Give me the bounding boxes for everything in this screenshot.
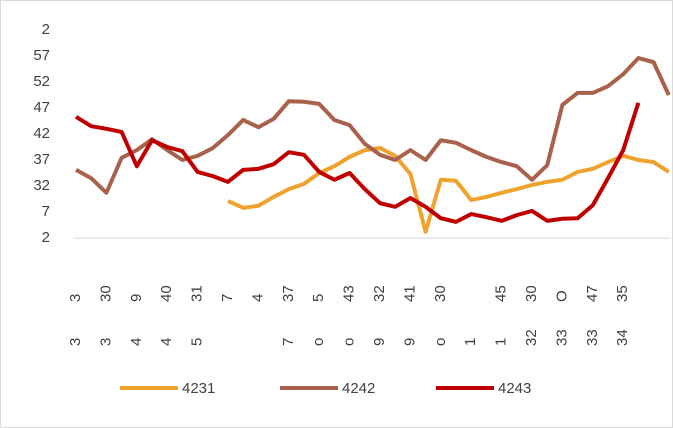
y-tick-label: 37 [33,151,50,168]
x-tick-label: 3 [67,294,84,302]
x-tick-label: 35 [614,285,631,302]
x-tick-label: 3 [67,338,84,346]
x-tick-label: 5 [189,338,206,346]
x-tick-label: 9 [371,338,388,346]
y-tick-label: 2 [42,229,50,246]
x-tick-label: 33 [553,329,570,346]
x-tick-label: o [310,338,327,346]
x-tick-label: 34 [614,329,631,346]
x-tick-label: 30 [97,285,114,302]
x-tick-label: 30 [432,285,449,302]
y-tick-label: 32 [33,177,50,194]
legend-label: 4243 [498,380,531,397]
x-tick-label: o [432,338,449,346]
y-tick-label: 42 [33,125,50,142]
x-tick-label: 9 [401,338,418,346]
x-tick-label: 41 [401,285,418,302]
x-tick-label: 4 [158,338,175,346]
x-tick-label: 37 [280,285,297,302]
x-tick-label: 33 [584,329,601,346]
x-tick-label: 3 [97,338,114,346]
legend-label: 4231 [182,380,215,397]
x-tick-label: 47 [584,285,601,302]
x-tick-label: 9 [128,294,145,302]
x-tick-label: 7 [280,338,297,346]
series-line [75,56,671,195]
x-tick-label: 45 [493,285,510,302]
x-tick-label: 7 [219,294,236,302]
y-tick-label: 57 [33,47,50,64]
y-tick-label: 2 [42,21,50,38]
y-tick-label: 52 [33,73,50,90]
x-tick-label: 30 [523,285,540,302]
x-tick-label: 1 [493,338,510,346]
x-tick-label: o [341,338,358,346]
x-tick-label: 32 [371,285,388,302]
series-line [74,102,641,224]
y-tick-label: 47 [33,99,50,116]
x-tick-label: 32 [523,329,540,346]
series-line [227,146,670,234]
x-tick-label: 1 [462,338,479,346]
x-tick-label: O [553,290,570,302]
x-tick-label: 4 [128,338,145,346]
x-tick-label: 4 [249,294,266,302]
y-tick-label: 7 [42,203,50,220]
x-tick-label: 5 [310,294,327,302]
legend-label: 4242 [342,380,375,397]
x-tick-label: 40 [158,285,175,302]
x-tick-label: 43 [341,285,358,302]
x-tick-label: 31 [189,285,206,302]
